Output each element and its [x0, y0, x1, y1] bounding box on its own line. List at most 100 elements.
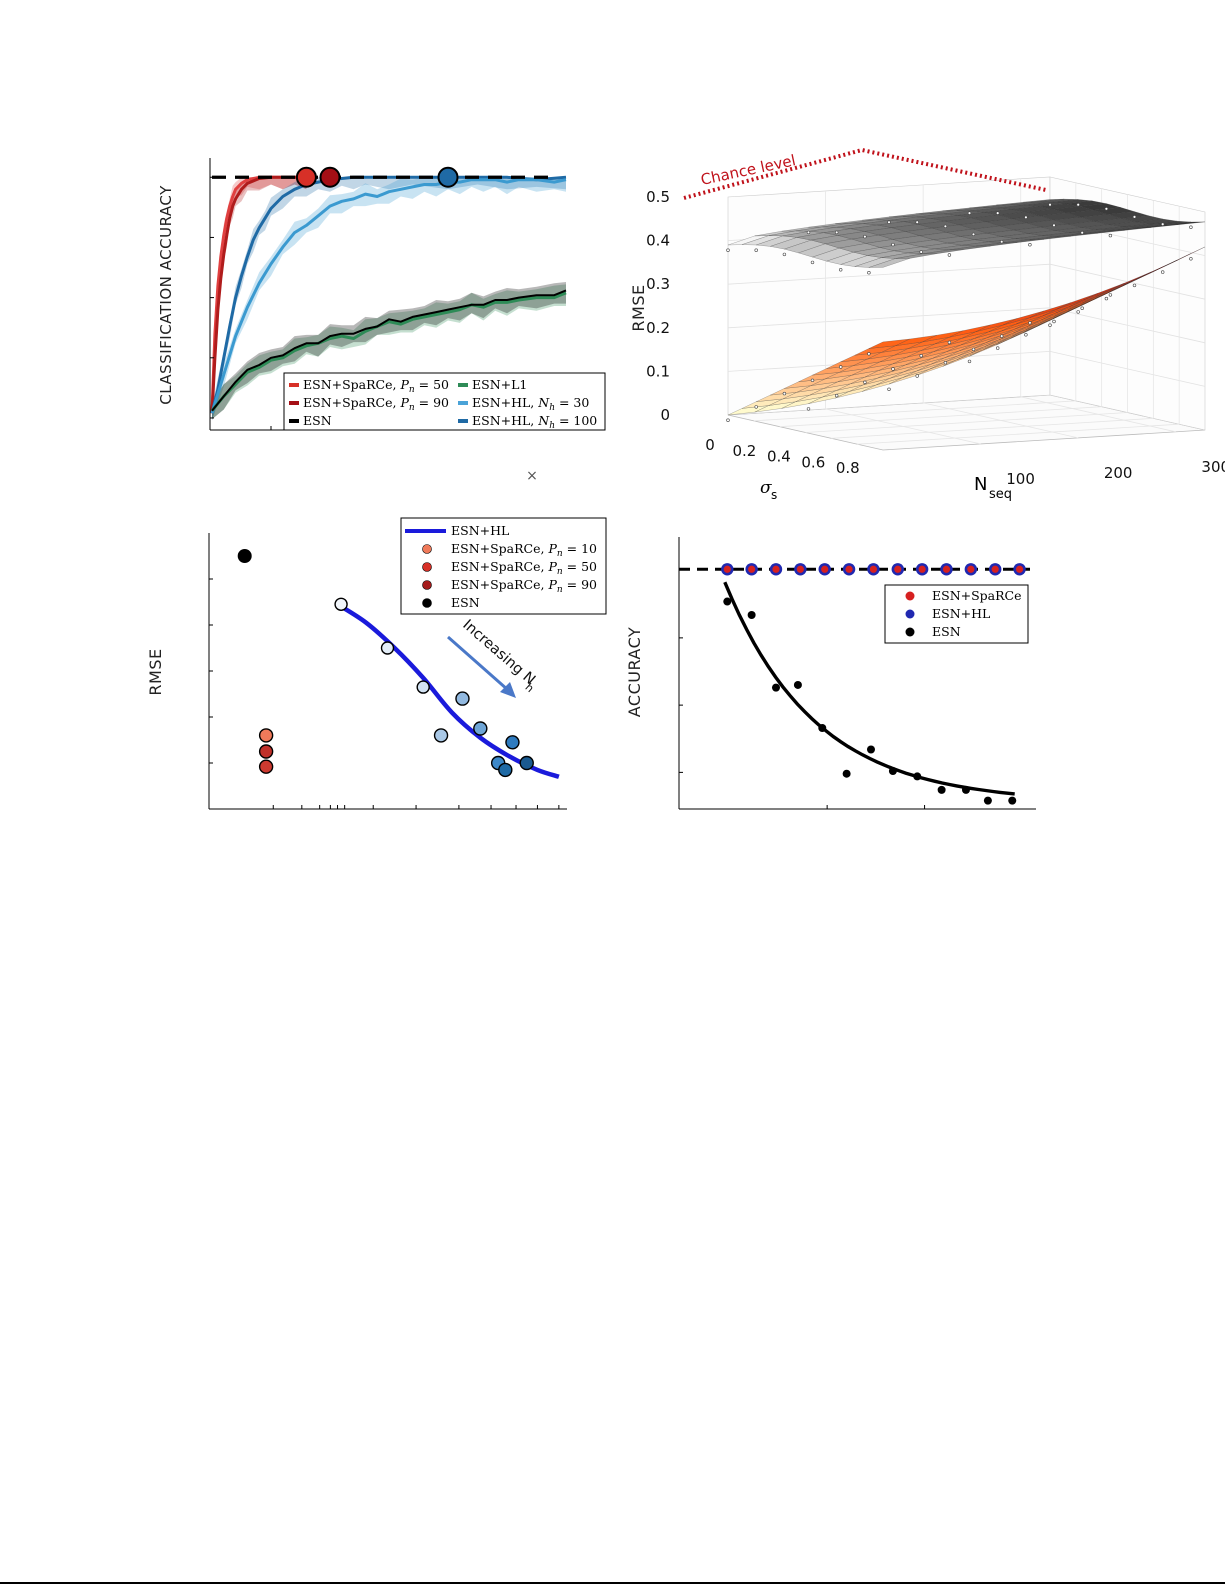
convergence-markers	[295, 166, 459, 188]
scatter-points	[237, 549, 534, 778]
surface-0-sample	[971, 232, 976, 237]
surface-1-sample	[810, 378, 815, 382]
nseq-tick-0: 100	[1006, 470, 1035, 488]
esn-point-7	[888, 767, 897, 776]
surface-0-sample	[1108, 233, 1113, 238]
surface-1-sample	[838, 365, 843, 369]
surface-0-sample	[726, 248, 730, 252]
panel-c-rmse-scatter: Increasing N h RMSE ESN+HL ESN+SpaRCe, Pn…	[146, 517, 607, 810]
axis-ticks: 0 0.1 0.2 0.3 0.4 0.5 0 0.2 0.4 0.6 0.8 100 200 300	[646, 188, 1225, 488]
surface-0-sample	[1189, 225, 1193, 229]
stray-times-mark: ×	[526, 468, 538, 484]
sparce-point-7	[894, 565, 902, 573]
legend-entry-l1: ESN+L1	[458, 377, 527, 392]
surface-1-sample	[863, 380, 867, 384]
legend-entry-hl: ESN+HL	[405, 523, 509, 538]
surface-0-sample	[1104, 207, 1109, 211]
rmse-tick-2: 0.2	[646, 319, 670, 337]
surface-1-sample	[971, 347, 976, 352]
legend-label-l1: ESN+L1	[472, 377, 527, 392]
surface-0-sample	[995, 211, 1000, 215]
legend-label-sub: n	[409, 403, 415, 413]
esn-point-2	[771, 683, 780, 692]
esn-point-5	[842, 769, 851, 778]
surface-1-sample	[967, 359, 972, 364]
marker-1	[319, 166, 341, 188]
x-ticks	[826, 805, 926, 809]
esn-point	[237, 549, 252, 563]
line-esn	[211, 289, 567, 412]
legend-label-sub: n	[557, 549, 563, 559]
legend-entries: ESN+SpaRCe ESN+HL ESN	[905, 588, 1022, 639]
surface-1-sample	[887, 387, 891, 391]
surface-1-sample	[995, 346, 1000, 350]
sparce-point-2	[258, 759, 274, 774]
surface-0-sample	[891, 242, 895, 247]
sparce-point-10	[967, 565, 975, 573]
surface-0-sample	[838, 268, 843, 272]
scatter-points	[721, 563, 1026, 805]
surface-1-sample	[782, 391, 787, 396]
legend-label-sub: h	[549, 403, 555, 413]
surface-1-sample	[1160, 270, 1165, 274]
legend-label-suffix: = 50	[415, 377, 449, 392]
legend-label-text: ESN+HL,	[472, 395, 538, 410]
surface-1-sample	[754, 405, 758, 409]
legend-entry-hl: ESN+HL	[905, 606, 990, 621]
nseq-axis-label: N seq	[974, 474, 1012, 502]
sigma-tick-0: 0	[705, 436, 715, 454]
surface-1-sample	[1132, 283, 1137, 288]
legend-label-esn: ESN	[932, 624, 961, 639]
axes	[208, 533, 567, 810]
surface-1-sample	[806, 407, 811, 411]
hl-point-5	[473, 721, 488, 736]
surface-0	[726, 198, 1206, 275]
line-sparce90	[210, 175, 307, 414]
sparce-point-5	[845, 565, 853, 573]
sparce-point-6	[869, 565, 878, 573]
esn-point-9	[937, 785, 946, 794]
surface-1-sample	[999, 334, 1004, 338]
esn-point-10	[961, 785, 970, 794]
surface-1-cell	[1164, 246, 1206, 267]
nseq-tick-1: 200	[1104, 464, 1133, 482]
legend-swatch-esn	[422, 598, 432, 608]
legend-label-hl30: ESN+HL, Nh = 30	[472, 395, 589, 413]
legend-label-var: P	[399, 377, 409, 392]
rmse-tick-1: 0.1	[646, 362, 670, 380]
surface-0-sample	[1132, 215, 1137, 219]
legend-label-suffix: = 30	[555, 395, 589, 410]
surface-1-sample	[947, 340, 952, 345]
legend-label-s90: ESN+SpaRCe, Pn = 90	[451, 577, 597, 595]
sparce-point-12	[1015, 565, 1024, 573]
legend-label-suffix: = 90	[415, 395, 449, 410]
chance-level-line	[683, 147, 1047, 200]
sparce-point-0	[258, 728, 274, 743]
legend-label-text: ESN	[303, 413, 332, 428]
legend-entry-hl30: ESN+HL, Nh = 30	[458, 395, 589, 413]
legend-label-sparce50: ESN+SpaRCe, Pn = 50	[303, 377, 449, 395]
floor-grid-a-1	[753, 400, 1076, 422]
rmse-tick-3: 0.3	[646, 275, 670, 293]
sparce-point-0	[723, 565, 731, 573]
legend-label-var: P	[547, 541, 557, 556]
legend-label-text: ESN	[451, 595, 480, 610]
surface-0-sample	[915, 220, 919, 224]
legend-label-text: ESN+HL,	[472, 413, 538, 428]
line-l1	[210, 291, 567, 412]
legend-label-suffix: = 10	[563, 541, 597, 556]
floor-grid-b-1	[825, 408, 981, 445]
floor-grid-a-3	[805, 412, 1128, 433]
y-axis-label: CLASSIFICATION ACCURACY	[157, 185, 175, 405]
surface-1-sample	[867, 352, 871, 356]
legend-label-text: ESN+SpaRCe,	[303, 395, 400, 410]
legend-label-hl100: ESN+HL, Nh = 100	[472, 413, 597, 431]
surface-0-sample	[806, 230, 811, 235]
esn-point-12	[1008, 796, 1017, 805]
hl-point-8	[498, 762, 513, 778]
legend-entry-s90: ESN+SpaRCe, Pn = 90	[422, 577, 597, 595]
nseq-tick-2: 300	[1201, 458, 1225, 476]
